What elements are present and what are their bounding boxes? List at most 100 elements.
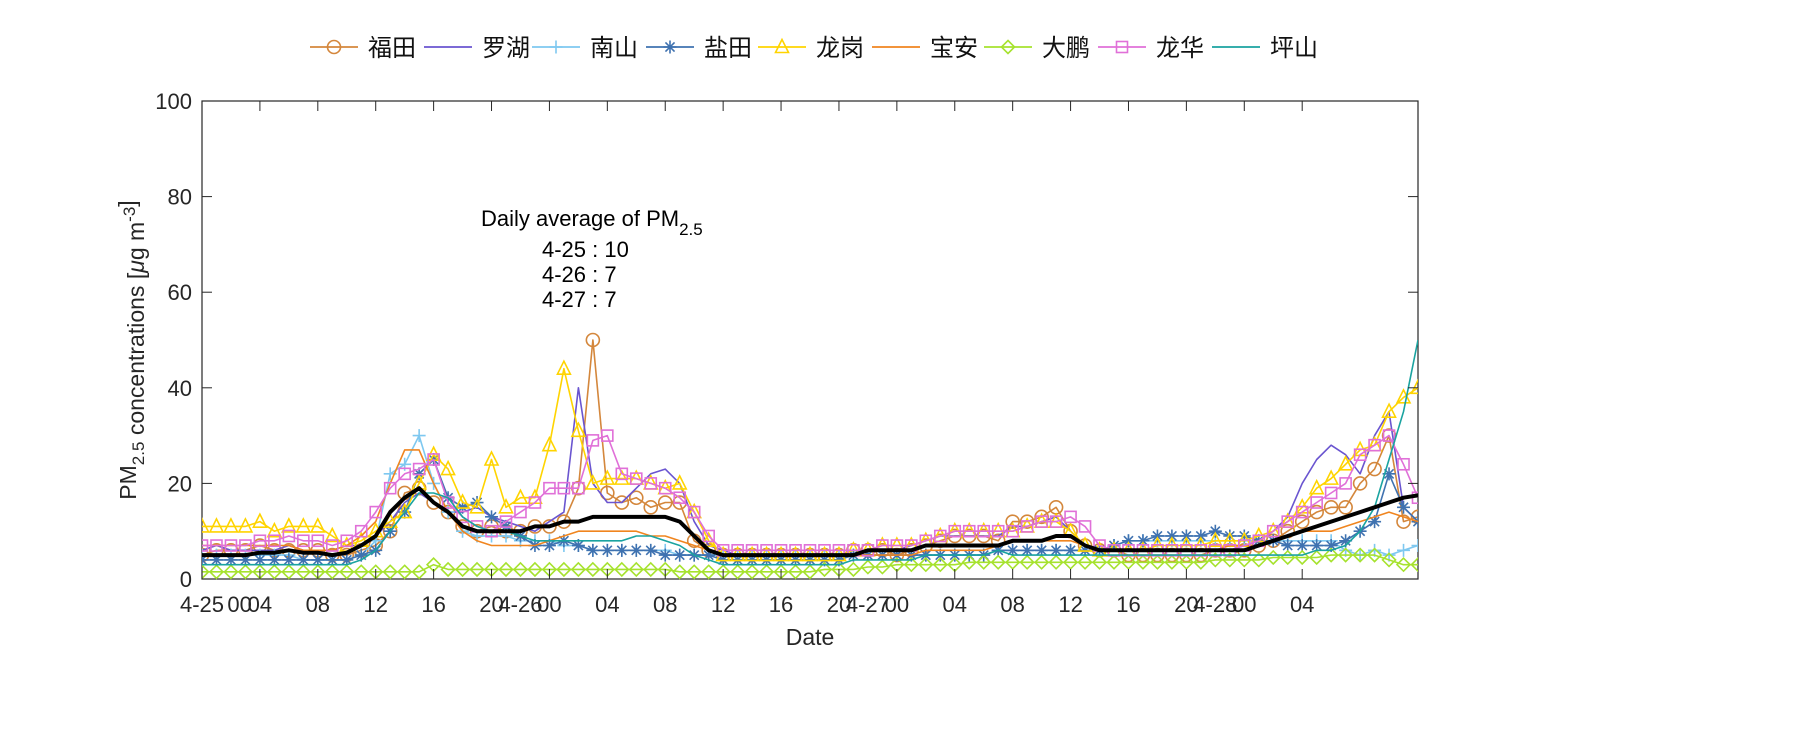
data-point bbox=[1368, 438, 1381, 452]
data-point bbox=[644, 477, 658, 490]
data-point bbox=[1078, 520, 1092, 533]
legend-label: 大鹏 bbox=[1042, 34, 1090, 62]
data-point bbox=[601, 429, 614, 442]
data-point bbox=[1381, 552, 1397, 568]
data-point bbox=[933, 529, 947, 543]
data-point bbox=[673, 491, 687, 505]
legend-item: 龙岗 bbox=[758, 34, 864, 62]
data-point bbox=[454, 561, 471, 578]
data-point bbox=[948, 524, 962, 538]
data-point bbox=[1324, 539, 1338, 553]
data-point bbox=[339, 564, 355, 580]
data-point bbox=[744, 564, 760, 580]
data-point bbox=[1049, 515, 1063, 528]
data-point bbox=[1077, 554, 1093, 570]
data-point bbox=[1308, 478, 1325, 495]
data-point bbox=[918, 557, 934, 573]
data-point bbox=[585, 561, 601, 578]
data-point bbox=[586, 543, 600, 557]
data-point bbox=[202, 564, 210, 580]
data-point bbox=[1410, 509, 1418, 525]
data-point bbox=[1135, 554, 1151, 570]
data-point bbox=[324, 526, 341, 543]
y-tick-label: 20 bbox=[168, 471, 192, 496]
legend-label: 罗湖 bbox=[482, 34, 530, 62]
data-point bbox=[1019, 514, 1035, 529]
data-point bbox=[224, 553, 238, 567]
legend-item: 龙华 bbox=[1098, 34, 1204, 62]
legend-item: 罗湖 bbox=[424, 34, 530, 62]
data-point bbox=[340, 534, 354, 548]
data-point bbox=[990, 554, 1006, 570]
data-point bbox=[1062, 554, 1079, 570]
data-point bbox=[629, 472, 643, 485]
data-point bbox=[325, 539, 339, 552]
data-point bbox=[1035, 515, 1048, 528]
series-line bbox=[202, 339, 1418, 566]
data-point bbox=[209, 553, 223, 567]
data-point bbox=[354, 548, 368, 562]
data-point bbox=[1033, 554, 1050, 570]
legend-marker bbox=[326, 39, 342, 55]
data-point bbox=[237, 564, 254, 580]
data-point bbox=[202, 517, 210, 533]
series-line bbox=[202, 554, 1418, 573]
data-point bbox=[1295, 505, 1309, 519]
data-point bbox=[202, 539, 209, 552]
data-point bbox=[485, 510, 499, 524]
data-point bbox=[528, 496, 542, 509]
legend-item: 坪山 bbox=[1212, 34, 1318, 62]
data-point bbox=[628, 490, 644, 506]
data-point bbox=[1397, 543, 1411, 557]
data-point bbox=[658, 481, 672, 495]
data-point bbox=[599, 469, 616, 485]
data-point bbox=[961, 554, 977, 570]
data-point bbox=[1339, 534, 1353, 548]
data-point bbox=[1120, 554, 1137, 570]
plot-area bbox=[201, 100, 1419, 580]
data-point bbox=[454, 493, 471, 509]
data-point bbox=[802, 564, 818, 580]
data-point bbox=[1396, 514, 1411, 529]
data-point bbox=[556, 359, 572, 375]
data-point bbox=[1309, 504, 1324, 520]
data-point bbox=[440, 459, 456, 476]
series-line bbox=[202, 486, 1418, 558]
data-point bbox=[223, 564, 239, 580]
data-point bbox=[282, 553, 296, 567]
data-point bbox=[1368, 515, 1382, 529]
data-point bbox=[237, 517, 254, 533]
data-point bbox=[297, 534, 310, 548]
data-point bbox=[427, 453, 440, 466]
data-point bbox=[687, 505, 701, 519]
x-tick-label: 16 bbox=[769, 592, 793, 617]
data-point bbox=[267, 553, 281, 567]
data-point bbox=[325, 553, 339, 567]
data-point bbox=[1179, 529, 1193, 543]
data-point bbox=[1106, 554, 1122, 570]
legend-item: 福田 bbox=[310, 34, 416, 62]
data-point bbox=[586, 434, 600, 447]
data-point bbox=[758, 564, 775, 580]
data-point bbox=[1251, 552, 1267, 568]
data-point bbox=[1222, 552, 1238, 568]
data-point bbox=[1310, 539, 1324, 553]
data-point bbox=[1310, 496, 1323, 509]
data-point bbox=[615, 467, 629, 481]
data-point bbox=[643, 561, 659, 578]
data-point bbox=[1339, 477, 1352, 490]
data-point bbox=[686, 564, 702, 580]
x-tick-label: 20 bbox=[827, 592, 851, 617]
data-point bbox=[1410, 378, 1418, 395]
data-point bbox=[1323, 547, 1339, 563]
data-point bbox=[512, 561, 529, 578]
data-point bbox=[903, 557, 919, 573]
data-point bbox=[1035, 543, 1049, 557]
data-point bbox=[514, 505, 527, 519]
data-point bbox=[1397, 500, 1411, 514]
data-point bbox=[1019, 554, 1035, 570]
data-point bbox=[354, 524, 368, 538]
data-point bbox=[1266, 524, 1280, 538]
x-tick-label: 20 bbox=[479, 592, 503, 617]
x-tick-label: 12 bbox=[711, 592, 735, 617]
